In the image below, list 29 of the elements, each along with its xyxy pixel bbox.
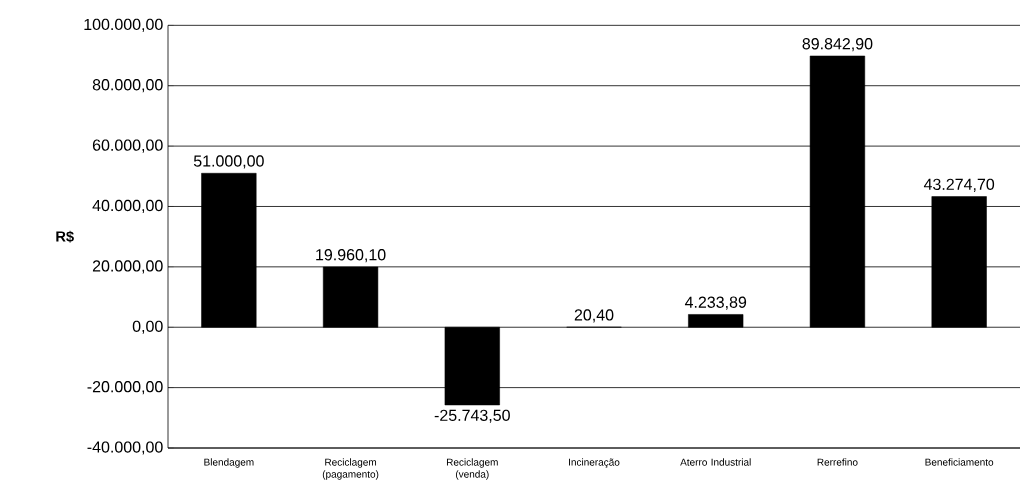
y-tick-label: 20.000,00 <box>92 260 163 274</box>
bar <box>444 326 500 406</box>
y-tick-label: 40.000,00 <box>92 199 163 214</box>
bar <box>201 173 257 328</box>
data-label: 43.274,70 <box>923 178 995 192</box>
y-axis-title: R$ <box>56 230 74 243</box>
y-tick-label: -40.000,00 <box>87 441 163 455</box>
y-tick-label: 80.000,00 <box>92 79 163 93</box>
bar <box>931 196 987 328</box>
y-tick-label: 100.000,00 <box>84 18 163 32</box>
data-label: -25.743,50 <box>434 409 510 423</box>
y-tick-label: 0,00 <box>132 320 163 334</box>
x-tick-label: Aterro Industrial <box>680 458 751 466</box>
x-tick-label: Incineração <box>569 458 620 468</box>
y-tick-label: -20.000,00 <box>87 381 163 395</box>
y-tick-label: 60.000,00 <box>92 139 163 153</box>
x-tick-label: Blendagem <box>204 458 254 468</box>
x-tick-label: Beneficiamento <box>925 458 994 466</box>
data-label: 4.233,89 <box>684 296 747 310</box>
data-label: 51.000,00 <box>193 155 264 169</box>
data-label: 19.960,10 <box>316 249 386 263</box>
bar <box>688 314 744 328</box>
bar <box>322 266 379 328</box>
data-label: 89.842,90 <box>802 38 873 52</box>
data-label: 20,40 <box>574 309 614 323</box>
bar <box>809 55 866 328</box>
x-tick-label: Reciclagem (venda) <box>446 458 498 480</box>
x-tick-label: Rerrefino <box>817 458 858 466</box>
x-tick-label: Reciclagem (pagamento) <box>322 458 379 480</box>
